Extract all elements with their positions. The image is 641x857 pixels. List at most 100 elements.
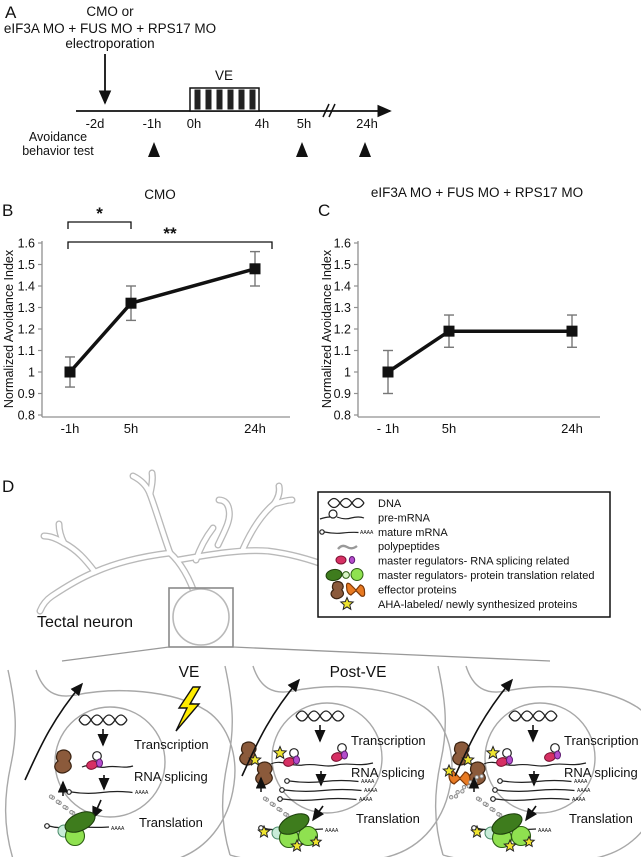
cytoplasm-effectors <box>54 749 72 774</box>
tectal-neuron-label: Tectal neuron <box>37 614 133 631</box>
cell-membrane <box>434 665 446 856</box>
sig-label: ** <box>163 224 177 243</box>
zoom-projection-line <box>61 646 170 662</box>
stage-label-transcription: Transcription <box>564 733 639 748</box>
aha-star-icon <box>442 763 456 777</box>
treatment-line-3: electroporation <box>65 36 154 51</box>
translation-arrow <box>525 805 538 822</box>
soma-zoom-box <box>168 587 234 648</box>
translation-regulators-icon <box>325 568 364 582</box>
axon-transport-arrow <box>454 678 514 777</box>
translation-regulator-large <box>491 813 523 835</box>
y-tick-label: 1.4 <box>18 280 35 294</box>
panel-b-label: B <box>2 201 13 220</box>
y-tick-label: 1.6 <box>18 237 35 251</box>
polya-tail: AAAA <box>572 797 586 803</box>
data-point <box>566 325 578 337</box>
dna-icon <box>327 497 365 509</box>
polya-tail: AAAA <box>135 790 149 796</box>
ribosome-complex: AAAA <box>44 794 125 847</box>
aha-star-icon <box>257 824 271 838</box>
axon-transport-arrow <box>241 678 301 777</box>
cell-diagrams: VE AAAA AAAA Transcription RNA splicing Trans… <box>4 664 641 857</box>
mature-mrna-icon <box>497 788 575 792</box>
treatment-line-2: eIF3A MO + FUS MO + RPS17 MO <box>4 21 216 36</box>
splicing-complex-icon <box>283 748 300 767</box>
tick-label: -1h <box>143 116 162 131</box>
polypeptides-icon <box>489 806 494 812</box>
mrna-cap <box>492 787 498 793</box>
polypeptides-icon <box>269 801 274 806</box>
cytoplasm-effectors <box>239 741 273 786</box>
translation-regulator-large <box>278 813 310 835</box>
axon-transport-arrow <box>24 682 84 781</box>
data-point <box>64 366 76 378</box>
panel-c-label: C <box>318 201 330 220</box>
zoom-projection-line <box>232 646 551 662</box>
y-tick-label: 0.9 <box>18 387 35 401</box>
mrna-cap <box>277 796 283 802</box>
stage-label-rna-splicing: RNA splicing <box>351 765 425 780</box>
splicing-complex-icon <box>496 748 513 767</box>
polypeptides-icon <box>48 794 54 799</box>
aha-star-icon <box>339 596 355 611</box>
polypeptides-icon <box>55 799 60 804</box>
sig-label: * <box>96 204 103 223</box>
polypeptides-icon <box>262 796 268 801</box>
y-tick-label: 1 <box>28 366 35 380</box>
stage-label-translation: Translation <box>569 811 633 826</box>
aha-star-icon <box>290 838 304 852</box>
panel-a-label: A <box>5 3 17 22</box>
polypeptides-icon <box>466 784 471 789</box>
polya-tail: AAAA <box>538 828 552 834</box>
y-tick-label: 1.1 <box>334 344 351 358</box>
y-tick-label: 1.5 <box>334 258 351 272</box>
polypeptides-icon <box>496 812 501 817</box>
stage-label-transcription: Transcription <box>134 737 209 752</box>
mature-mrna-icon <box>495 797 570 801</box>
splicing-complex-icon <box>86 751 103 770</box>
polya-tail: AAAA <box>577 788 591 794</box>
cell-post-ve-1: Post-VE AAAA AAAA AAAA AAAA Transcription RNA … <box>221 664 453 857</box>
aha-star-icon <box>339 596 355 611</box>
cell-post-ve-2: AAAA AAAA AAAA AAAA Transcription RNA splicin… <box>434 665 641 857</box>
legend-item-label: mature mRNA <box>378 527 448 539</box>
legend-item-label: pre-mRNA <box>378 513 431 525</box>
aha-star-icon <box>503 838 517 852</box>
mature-mrna-icon: AAAA <box>319 529 374 536</box>
y-tick-label: 1.5 <box>18 258 35 272</box>
sig-bracket <box>67 221 132 229</box>
splicing-regulators-icon <box>335 555 356 565</box>
tick-label: -2d <box>86 116 105 131</box>
chart-title: CMO <box>144 187 176 202</box>
translation-regulator-large <box>64 811 96 833</box>
cell-title: VE <box>179 664 200 681</box>
cell-membrane <box>221 665 233 856</box>
x-tick-label: 24h <box>561 421 583 436</box>
tectal-neuron-arbor <box>36 469 343 615</box>
polypeptides-icon <box>69 810 74 815</box>
polya-tail: AAAA <box>359 797 373 803</box>
mrna-cap <box>66 789 72 795</box>
polypeptides-icon <box>62 804 67 810</box>
polya-tail: AAAA <box>361 779 375 785</box>
legend-box: AAAA DNA pre-mRNA mature mRNA polypeptid… <box>317 491 611 618</box>
polypeptides-icon <box>482 801 487 806</box>
series-line <box>68 267 256 374</box>
legend-item-label: polypeptides <box>378 541 440 553</box>
polya-tail: AAAA <box>111 826 125 832</box>
y-tick-label: 0.8 <box>334 409 351 423</box>
nucleus <box>484 702 596 814</box>
ribosome-complex: AAAA <box>470 796 552 852</box>
polypeptides-icon <box>474 775 479 780</box>
cell-ve: VE AAAA AAAA Transcription RNA splicing Trans… <box>4 664 236 857</box>
test-marker-triangle <box>148 142 160 157</box>
tick-label: 4h <box>255 116 269 131</box>
aha-star-icon <box>522 835 536 848</box>
series-line <box>387 329 572 374</box>
x-tick-label: - 1h <box>377 421 399 436</box>
mature-mrna-icon <box>284 788 362 792</box>
nucleus <box>54 706 166 818</box>
